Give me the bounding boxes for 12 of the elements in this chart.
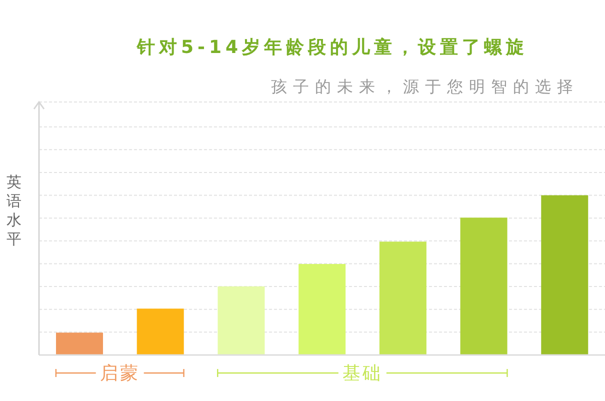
text: 启蒙	[100, 363, 140, 384]
bar	[460, 218, 508, 355]
bar	[541, 195, 588, 355]
text: 基础	[342, 363, 382, 384]
y-axis-title: 英语水平	[6, 173, 22, 249]
bar	[379, 242, 426, 355]
bar	[218, 286, 265, 355]
bar	[56, 332, 103, 355]
bar	[298, 264, 346, 355]
bar	[136, 308, 184, 355]
chart-subtitle: 孩子的未来，源于您明智的选择	[271, 76, 579, 98]
chart-title: 针对5-14岁年龄段的儿童，设置了螺旋	[137, 36, 528, 60]
